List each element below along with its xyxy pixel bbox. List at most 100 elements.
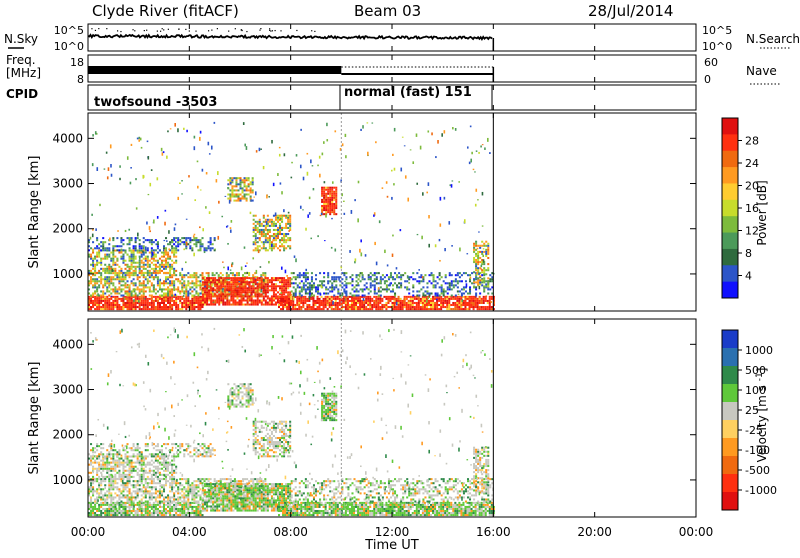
power-data-cell xyxy=(442,306,444,308)
power-data-cell xyxy=(267,291,269,293)
power-data-cell xyxy=(384,288,386,290)
power-data-cell xyxy=(147,247,149,249)
power-data-cell xyxy=(153,306,155,308)
power-data-cell xyxy=(329,296,331,298)
power-scatter-cell xyxy=(268,196,270,197)
power-data-cell xyxy=(460,306,462,308)
vel-data-cell xyxy=(124,506,126,508)
power-data-cell xyxy=(271,249,273,251)
power-data-cell xyxy=(291,272,293,274)
power-data-cell xyxy=(400,284,402,286)
power-data-cell xyxy=(370,290,372,292)
power-data-cell xyxy=(122,306,124,308)
power-data-cell xyxy=(127,274,129,276)
power-data-cell xyxy=(139,270,141,272)
vel-data-cell xyxy=(163,504,165,506)
power-data-cell xyxy=(116,278,118,280)
power-data-cell xyxy=(210,249,212,251)
vel-data-cell xyxy=(151,488,153,490)
vel-data-cell xyxy=(112,496,114,498)
power-data-cell xyxy=(175,249,177,251)
vel-data-cell xyxy=(195,508,197,510)
power-scatter-cell xyxy=(194,136,196,139)
vel-data-cell xyxy=(90,506,92,508)
power-data-cell xyxy=(412,298,414,300)
power-scatter-cell xyxy=(481,265,483,267)
power-data-cell xyxy=(208,295,210,297)
power-scatter-cell xyxy=(375,141,377,143)
vel-data-cell xyxy=(183,508,185,510)
power-data-cell xyxy=(214,239,216,241)
power-data-cell xyxy=(199,296,201,298)
power-data-cell xyxy=(418,302,420,304)
vel-data-cell xyxy=(106,494,108,496)
vel-data-cell xyxy=(145,492,147,494)
power-data-cell xyxy=(139,280,141,282)
power-scatter-cell xyxy=(305,228,307,231)
power-data-cell xyxy=(212,287,214,289)
power-data-cell xyxy=(308,306,310,308)
power-data-cell xyxy=(222,279,224,281)
power-data-cell xyxy=(386,290,388,292)
vel-data-cell xyxy=(139,478,141,480)
power-data-cell xyxy=(204,287,206,289)
vel-data-cell xyxy=(147,510,149,512)
power-data-cell xyxy=(356,284,358,286)
power-data-cell xyxy=(329,189,331,191)
power-data-cell xyxy=(394,292,396,294)
power-data-cell xyxy=(131,250,133,252)
power-data-cell xyxy=(281,289,283,291)
power-data-cell xyxy=(124,268,126,270)
power-data-cell xyxy=(449,288,451,290)
vel-data-cell xyxy=(222,478,224,480)
power-data-cell xyxy=(273,287,275,289)
power-data-cell xyxy=(165,280,167,282)
power-scatter-cell xyxy=(134,288,136,290)
vel-data-cell xyxy=(183,486,185,488)
power-data-cell xyxy=(169,266,171,268)
power-data-cell xyxy=(175,278,177,280)
noise-search-point xyxy=(195,31,196,32)
power-data-cell xyxy=(199,284,201,286)
power-data-cell xyxy=(337,306,339,308)
vel-data-cell xyxy=(96,490,98,492)
power-data-cell xyxy=(394,298,396,300)
power-data-cell xyxy=(377,300,379,302)
power-data-cell xyxy=(353,295,355,297)
power-data-cell xyxy=(231,177,233,179)
power-scatter-cell xyxy=(163,151,165,153)
vel-data-cell xyxy=(90,490,92,492)
power-data-cell xyxy=(323,272,325,274)
power-data-cell xyxy=(247,277,249,279)
power-data-cell xyxy=(255,304,257,306)
power-data-cell xyxy=(155,268,157,270)
power-data-cell xyxy=(98,250,100,252)
power-data-cell xyxy=(122,284,124,286)
power-data-cell xyxy=(394,308,396,310)
power-data-cell xyxy=(323,298,325,300)
vel-data-cell xyxy=(191,502,193,504)
power-data-cell xyxy=(289,285,291,287)
power-data-cell xyxy=(302,298,304,300)
power-scatter-cell xyxy=(200,131,202,134)
power-data-cell xyxy=(167,295,169,297)
vel-data-cell xyxy=(118,494,120,496)
power-data-cell xyxy=(220,295,222,297)
power-data-cell xyxy=(394,304,396,306)
power-data-cell xyxy=(477,279,479,281)
power-data-cell xyxy=(281,233,283,235)
vel-data-cell xyxy=(175,508,177,510)
power-scatter-cell xyxy=(451,245,453,247)
power-data-cell xyxy=(255,293,257,295)
vel-data-cell xyxy=(169,486,171,488)
power-data-cell xyxy=(329,209,331,211)
power-data-cell xyxy=(246,185,248,187)
power-data-cell xyxy=(218,297,220,299)
power-scatter-cell xyxy=(319,174,321,178)
vel-data-cell xyxy=(114,514,116,516)
power-data-cell xyxy=(279,285,281,287)
power-data-cell xyxy=(104,258,106,260)
power-data-cell xyxy=(216,295,218,297)
vel-data-cell xyxy=(100,490,102,492)
power-data-cell xyxy=(438,298,440,300)
